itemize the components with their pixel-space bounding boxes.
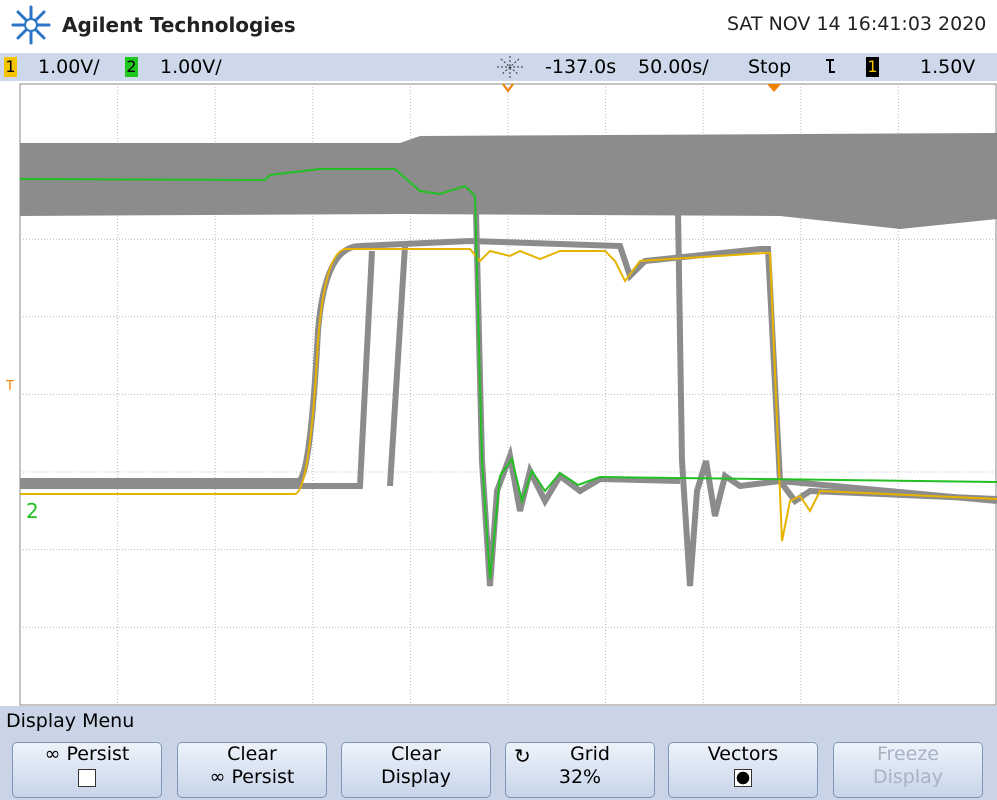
- checkbox: [78, 769, 96, 787]
- acq-icon: [496, 55, 524, 84]
- softkey[interactable]: Clear ∞ Persist: [177, 742, 327, 798]
- run-state: Stop: [748, 56, 792, 78]
- softkey[interactable]: ∞ Persist: [12, 742, 162, 798]
- softkey-label: ∞ Persist: [209, 766, 295, 788]
- trigger-source: 1: [866, 57, 879, 77]
- softkey[interactable]: Freeze Display: [833, 742, 983, 798]
- waveform-display: T 2: [5, 83, 997, 706]
- datetime: SAT NOV 14 16:41:03 2020: [727, 13, 987, 35]
- trigger-position-marker: [502, 83, 514, 93]
- trigger-level: 1.50V: [920, 56, 976, 78]
- time-offset: -137.0s: [545, 56, 617, 78]
- softkey-label: Clear: [227, 743, 277, 765]
- softkey[interactable]: Clear Display: [341, 742, 491, 798]
- trigger-icon: [823, 56, 837, 81]
- brand: Agilent Technologies: [62, 13, 296, 37]
- softkey-label: Grid: [570, 743, 610, 765]
- channel-badge: 2: [125, 57, 138, 77]
- softkey-label: Clear: [391, 743, 441, 765]
- time-scale: 50.00s/: [638, 56, 709, 78]
- softkey-label: Vectors: [707, 743, 779, 765]
- channel2-trace: [19, 168, 997, 580]
- status-bar: 1 1.00V/ 2 1.00V/ -137.0s 50.00s/ Stop 1…: [0, 53, 997, 81]
- channel-scale: 1.00V/: [160, 56, 222, 78]
- channel-badge: 1: [4, 57, 17, 77]
- channel2-ground-marker: 2: [26, 499, 39, 523]
- softkey-label: 32%: [558, 766, 602, 788]
- trigger-time-marker: [767, 84, 781, 92]
- softkey-menu: Display Menu ∞ Persist Clear ∞ Persist Clea…: [0, 706, 997, 800]
- softkey-label: Freeze: [877, 743, 939, 765]
- channel-scale: 1.00V/: [38, 56, 100, 78]
- softkey-label: Display: [380, 766, 452, 788]
- persist-band: [20, 133, 997, 229]
- logo-icon: [11, 5, 51, 45]
- rotate-icon: ↻: [514, 744, 531, 768]
- logo: [10, 4, 52, 50]
- channel1-trace: [20, 248, 997, 542]
- softkey[interactable]: Vectors: [668, 742, 818, 798]
- softkey[interactable]: Grid 32% ↻: [505, 742, 655, 798]
- trigger-level-marker: T: [5, 379, 14, 394]
- softkey-label: Display: [872, 766, 944, 788]
- menu-title: Display Menu: [6, 710, 135, 732]
- softkey-label: ∞ Persist: [44, 743, 130, 765]
- checkbox: [734, 769, 752, 787]
